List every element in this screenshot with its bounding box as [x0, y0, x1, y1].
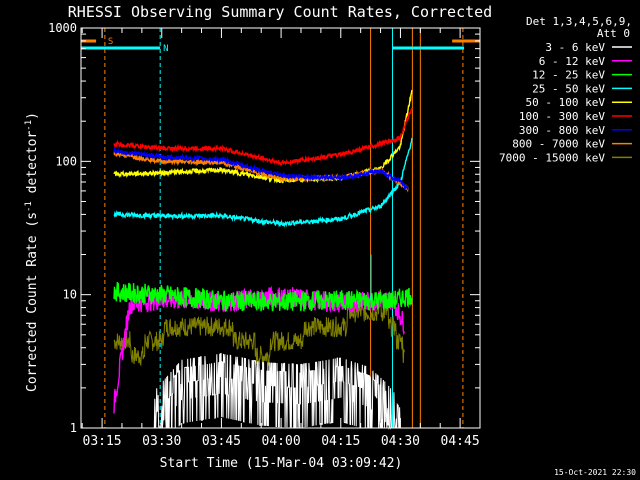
- legend-label: 7000 - 15000 keV: [499, 151, 605, 164]
- y-tick-label: 1000: [48, 21, 77, 35]
- legend-label: 3 - 6 keV: [545, 41, 605, 54]
- x-tick-label: 04:15: [321, 434, 360, 449]
- series-line: [113, 107, 413, 167]
- y-axis-label: Corrected Count Rate (s-1 detector-1): [24, 112, 40, 392]
- series-layer: [113, 89, 413, 430]
- flag-n-label: N: [163, 44, 168, 54]
- x-tick-label: 04:00: [262, 434, 301, 449]
- x-tick-label: 04:30: [381, 434, 420, 449]
- chart-title: RHESSI Observing Summary Count Rates, Co…: [68, 3, 492, 21]
- plot-axes: 1 10 100 1000 03:15 03:30 03:45 04:00 04:15 04:30…: [48, 21, 481, 449]
- x-tick-label: 04:45: [441, 434, 480, 449]
- series-12-25-kev: [113, 281, 413, 312]
- svg-text:Corrected Count Rate (s-1 dete: Corrected Count Rate (s-1 detector-1): [24, 112, 40, 392]
- x-tick-label: 03:15: [83, 434, 122, 449]
- series-3-6-kev: [153, 352, 401, 430]
- flag-s-label: S: [108, 37, 113, 47]
- series-line: [113, 147, 409, 191]
- generated-timestamp: 15-Oct-2021 22:30: [554, 468, 636, 477]
- series-25-50-kev: [113, 137, 413, 228]
- series-line: [113, 281, 413, 312]
- x-axis-label: Start Time (15-Mar-04 03:09:42): [160, 456, 403, 471]
- x-tick-label: 03:45: [202, 434, 241, 449]
- series-100-300-kev: [113, 107, 413, 167]
- y-tick-label: 1: [70, 421, 77, 435]
- legend-label: 300 - 800 keV: [519, 124, 605, 137]
- legend-label: 100 - 300 keV: [519, 110, 605, 123]
- legend-header-attenuator: Att 0: [597, 27, 630, 40]
- legend-label: 12 - 25 keV: [532, 69, 605, 82]
- plot-frame: [80, 27, 481, 429]
- legend-label: 50 - 100 keV: [526, 96, 606, 109]
- legend-label: 25 - 50 keV: [532, 82, 605, 95]
- event-lines: [104, 28, 464, 428]
- x-tick-label: 03:30: [142, 434, 181, 449]
- legend-header: Det 1,3,4,5,6,9,: [526, 15, 632, 28]
- legend-label: 6 - 12 keV: [539, 55, 606, 68]
- flag-markers: SN: [81, 37, 480, 54]
- y-tick-label: 100: [55, 154, 77, 168]
- series-300-800-kev: [113, 147, 409, 191]
- legend-label: 800 - 7000 keV: [512, 138, 605, 151]
- series-line: [153, 352, 401, 430]
- series-line: [113, 137, 413, 228]
- y-tick-label: 10: [63, 288, 77, 302]
